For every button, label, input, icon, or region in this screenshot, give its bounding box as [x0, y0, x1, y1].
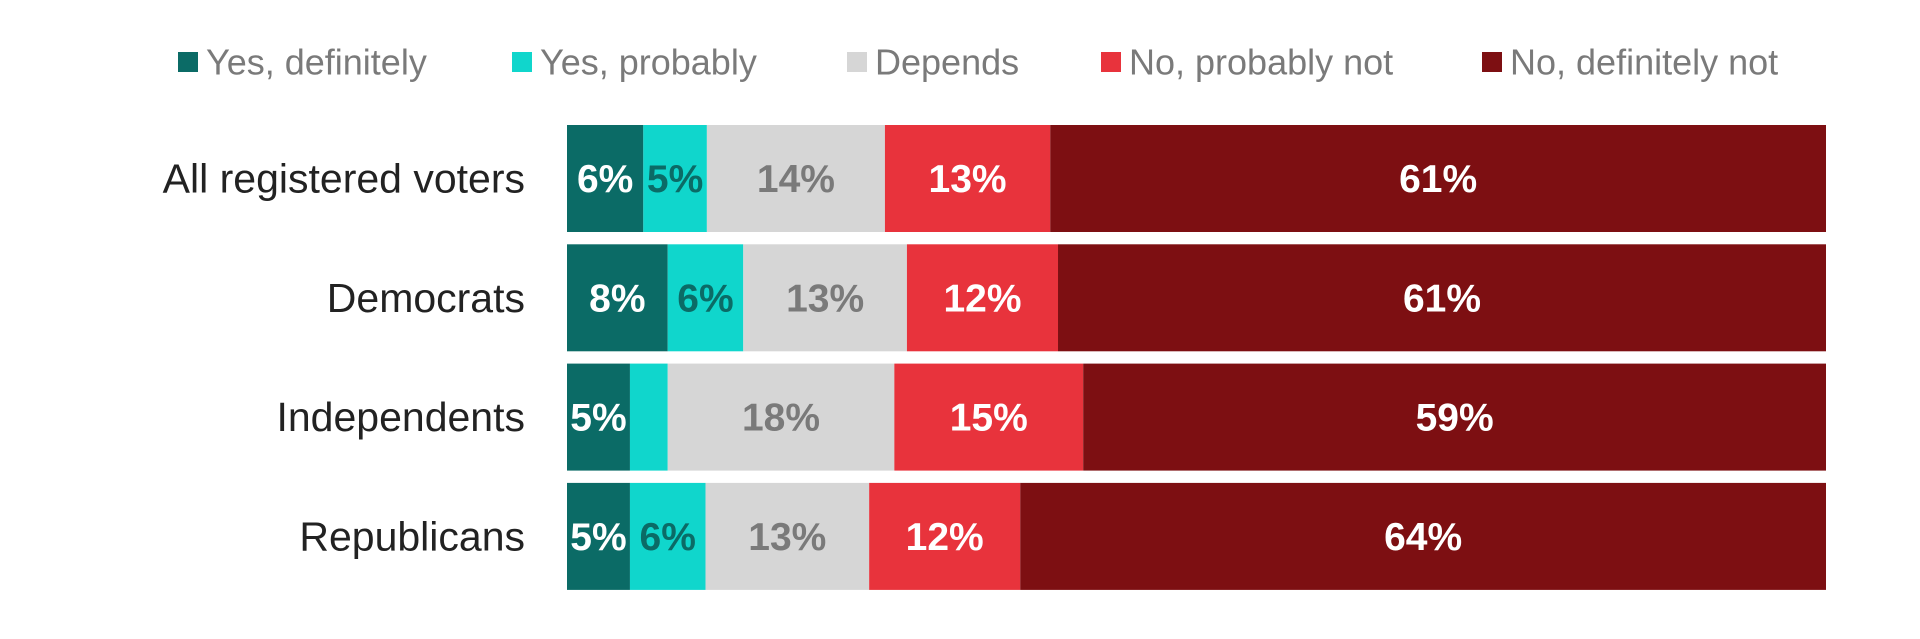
- legend-label: No, definitely not: [1510, 42, 1778, 83]
- data-label: 8%: [589, 277, 645, 320]
- data-label: 13%: [786, 277, 864, 320]
- legend-item: No, definitely not: [1482, 42, 1778, 83]
- legend-label: Yes, definitely: [206, 42, 427, 83]
- bar-segment: [869, 482, 1021, 590]
- bar-segment: [567, 125, 644, 232]
- legend-swatch: [512, 52, 532, 72]
- bar-segment: [567, 363, 630, 471]
- category-labels: All registered voters Democrats Independen…: [163, 156, 525, 560]
- data-label: 13%: [929, 158, 1007, 201]
- bar-segment: [705, 482, 870, 590]
- data-label: 14%: [757, 158, 835, 201]
- category-label: Democrats: [327, 275, 525, 321]
- legend-item: Depends: [847, 42, 1019, 83]
- bar-segment: [894, 363, 1084, 471]
- bar-segment: [884, 125, 1051, 232]
- bar-segment: [706, 125, 885, 232]
- bar-segment: [567, 244, 668, 352]
- data-label: 61%: [1403, 277, 1481, 320]
- legend-swatch: [178, 52, 198, 72]
- data-label: 12%: [906, 516, 984, 559]
- bar-segment: [643, 125, 707, 232]
- bars: [567, 125, 1826, 590]
- bar-segment: [1058, 244, 1826, 352]
- legend-label: No, probably not: [1129, 42, 1393, 83]
- legend-swatch: [1482, 52, 1502, 72]
- data-label: 18%: [742, 397, 820, 440]
- bar-segment: [743, 244, 907, 352]
- legend-label: Depends: [875, 42, 1019, 83]
- category-label: Independents: [276, 394, 525, 440]
- legend-item: No, probably not: [1101, 42, 1393, 83]
- legend-swatch: [1101, 52, 1121, 72]
- data-label: 59%: [1416, 397, 1494, 440]
- bar-segment: [906, 244, 1059, 352]
- legend-item: Yes, probably: [512, 42, 757, 83]
- data-label: 12%: [943, 277, 1021, 320]
- data-label: 6%: [640, 516, 696, 559]
- data-label: 5%: [570, 516, 626, 559]
- category-label: Republicans: [299, 513, 525, 559]
- data-label: 6%: [577, 158, 633, 201]
- data-label: 64%: [1384, 516, 1462, 559]
- bar-segment: [1020, 482, 1826, 590]
- data-label: 13%: [748, 516, 826, 559]
- data-label: 61%: [1399, 158, 1477, 201]
- bar-segment: [1050, 125, 1826, 232]
- legend-item: Yes, definitely: [178, 42, 427, 83]
- data-label: 5%: [570, 397, 626, 440]
- bar-segment: [1083, 363, 1826, 471]
- data-labels: 6% 5% 14% 13% 61% 8% 6% 13% 12% 61% 5% 18% 15% 59% 5% 6…: [570, 158, 1493, 559]
- data-label: 6%: [677, 277, 733, 320]
- data-label: 5%: [647, 158, 703, 201]
- bar-segment: [567, 482, 630, 590]
- data-label: 15%: [950, 397, 1028, 440]
- bar-segment: [629, 363, 668, 471]
- category-label: All registered voters: [163, 156, 525, 202]
- bar-segment: [629, 482, 706, 590]
- legend-swatch: [847, 52, 867, 72]
- bar-segment: [667, 363, 895, 471]
- legend-label: Yes, probably: [540, 42, 757, 83]
- bar-segment: [667, 244, 744, 352]
- legend: Yes, definitely Yes, probably Depends No, p…: [178, 42, 1778, 83]
